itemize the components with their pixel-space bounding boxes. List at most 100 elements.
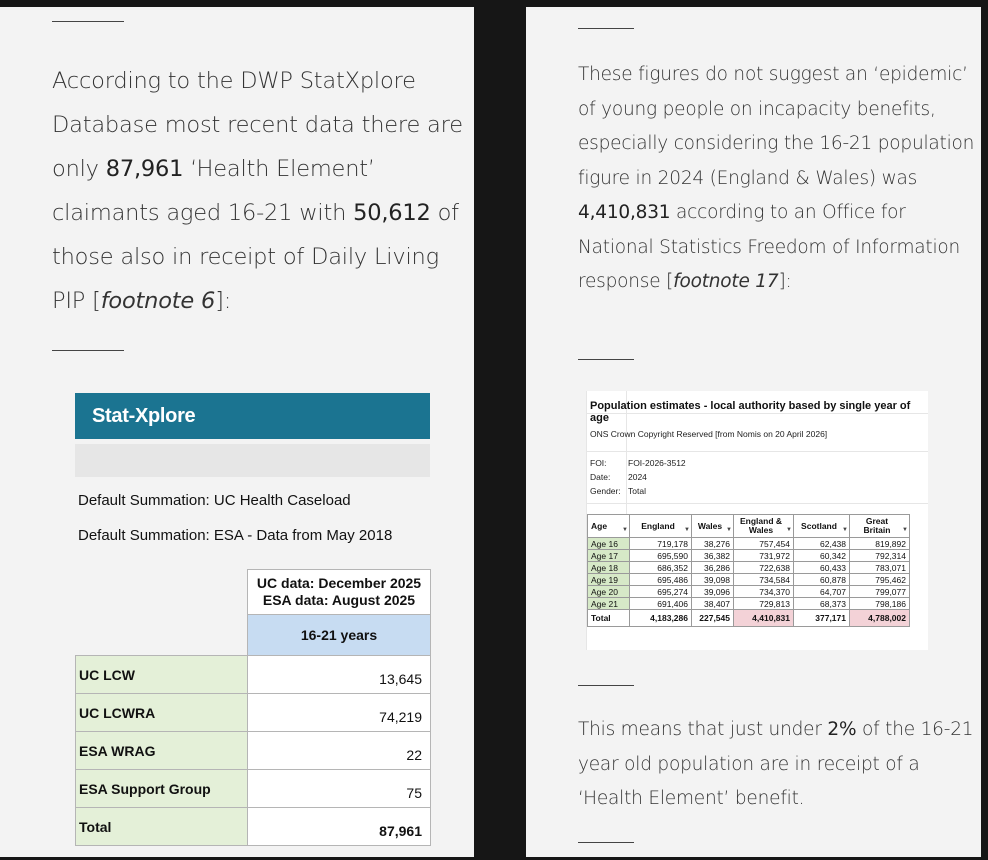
statxplore-logo: Stat-Xplore bbox=[75, 393, 430, 439]
cell: 798,186 bbox=[849, 597, 910, 610]
summation-uc: Default Summation: UC Health Caseload bbox=[78, 492, 351, 509]
cell: 64,707 bbox=[793, 585, 850, 598]
cell: 783,071 bbox=[849, 561, 910, 574]
total-value: 87,961 bbox=[247, 807, 431, 846]
text: ]: bbox=[215, 288, 232, 314]
cell: 695,274 bbox=[629, 585, 692, 598]
meta-gender: Gender: Total bbox=[590, 486, 646, 496]
cell: 695,590 bbox=[629, 549, 692, 562]
row-label: ESA Support Group bbox=[75, 769, 248, 808]
total-cell: 4,183,286 bbox=[629, 609, 692, 627]
cell: 36,382 bbox=[691, 549, 734, 562]
divider bbox=[578, 685, 634, 686]
table-row: Age 20 695,274 39,096 734,370 64,707 799… bbox=[587, 585, 910, 598]
text: of those also in receipt of Daily Living… bbox=[52, 200, 459, 314]
row-value: 22 bbox=[247, 731, 431, 770]
data-period-header: UC data: December 2025 ESA data: August … bbox=[247, 569, 431, 615]
age-cell: Age 18 bbox=[587, 561, 630, 574]
population-paragraph: These figures do not suggest an ‘epidemi… bbox=[578, 58, 978, 300]
footnote-link[interactable]: footnote 6 bbox=[100, 288, 216, 314]
header-england-wales[interactable]: England & Wales ▼ bbox=[733, 514, 794, 538]
total-cell-highlight: 4,410,831 bbox=[733, 609, 794, 627]
cell: 722,638 bbox=[733, 561, 794, 574]
sheet-copyright: ONS Crown Copyright Reserved [from Nomis… bbox=[590, 429, 828, 439]
header-great-britain[interactable]: Great Britain ▼ bbox=[849, 514, 910, 538]
cell: 691,406 bbox=[629, 597, 692, 610]
divider bbox=[52, 21, 124, 22]
row-value: 13,645 bbox=[247, 655, 431, 694]
cell: 36,286 bbox=[691, 561, 734, 574]
age-cell: Age 19 bbox=[587, 573, 630, 586]
statxplore-toolbar bbox=[75, 444, 430, 477]
age-cell: Age 21 bbox=[587, 597, 630, 610]
header-wales[interactable]: Wales ▼ bbox=[691, 514, 734, 538]
population-figure: 4,410,831 bbox=[578, 202, 671, 223]
row-label: ESA WRAG bbox=[75, 731, 248, 770]
header-scotland[interactable]: Scotland ▼ bbox=[793, 514, 850, 538]
cell: 734,584 bbox=[733, 573, 794, 586]
total-row: Total 4,183,286 227,545 4,410,831 377,17… bbox=[587, 609, 910, 627]
cell: 686,352 bbox=[629, 561, 692, 574]
cell: 795,462 bbox=[849, 573, 910, 586]
header-age[interactable]: Age ▼ bbox=[587, 514, 630, 538]
filter-icon: ▼ bbox=[786, 527, 792, 533]
uc-period: UC data: December 2025 bbox=[256, 575, 422, 591]
age-cell: Age 20 bbox=[587, 585, 630, 598]
sheet-title: Population estimates - local authority b… bbox=[590, 400, 911, 424]
footnote-link[interactable]: footnote 17 bbox=[673, 271, 779, 292]
total-label: Total bbox=[587, 609, 630, 627]
cell: 39,096 bbox=[691, 585, 734, 598]
ons-spreadsheet: Population estimates - local authority b… bbox=[586, 391, 928, 650]
table-row: Age 16 719,178 38,276 757,454 62,438 819… bbox=[587, 537, 910, 550]
row-label: UC LCWRA bbox=[75, 693, 248, 732]
text: ]: bbox=[778, 271, 792, 292]
cell: 799,077 bbox=[849, 585, 910, 598]
total-cell: 377,171 bbox=[793, 609, 850, 627]
table-row: Age 21 691,406 38,407 729,813 68,373 798… bbox=[587, 597, 910, 610]
row-value: 74,219 bbox=[247, 693, 431, 732]
divider bbox=[578, 359, 634, 360]
population-table: Age ▼ England ▼ Wales ▼ England & Wales ▼ Sc… bbox=[587, 514, 910, 627]
claimant-count: 87,961 bbox=[105, 156, 184, 182]
left-screenshot-panel: According to the DWP StatXplore Database… bbox=[0, 7, 474, 857]
cell: 38,276 bbox=[691, 537, 734, 550]
text: According to the DWP StatXplore Database… bbox=[52, 68, 463, 182]
header-england[interactable]: England ▼ bbox=[629, 514, 692, 538]
cell: 792,314 bbox=[849, 549, 910, 562]
cell: 734,370 bbox=[733, 585, 794, 598]
filter-icon: ▼ bbox=[622, 527, 628, 533]
text: This means that just under bbox=[578, 719, 828, 740]
total-cell: 227,545 bbox=[691, 609, 734, 627]
table-row: Age 17 695,590 36,382 731,972 60,342 792… bbox=[587, 549, 910, 562]
cell: 68,373 bbox=[793, 597, 850, 610]
cell: 60,342 bbox=[793, 549, 850, 562]
summation-esa: Default Summation: ESA - Data from May 2… bbox=[78, 527, 393, 544]
filter-icon: ▼ bbox=[684, 527, 690, 533]
cell: 819,892 bbox=[849, 537, 910, 550]
cell: 731,972 bbox=[733, 549, 794, 562]
divider bbox=[578, 842, 634, 843]
text: of the 16-21 year old population are in … bbox=[578, 719, 974, 809]
row-label: UC LCW bbox=[75, 655, 248, 694]
meta-date: Date: 2024 bbox=[590, 472, 647, 482]
cell: 60,433 bbox=[793, 561, 850, 574]
text: ‘Health Element’ claimants aged 16-21 wi… bbox=[52, 156, 375, 226]
statxplore-table: UC data: December 2025 ESA data: August … bbox=[75, 569, 431, 846]
cell: 60,878 bbox=[793, 573, 850, 586]
cell: 695,486 bbox=[629, 573, 692, 586]
divider bbox=[578, 28, 634, 29]
cell: 39,098 bbox=[691, 573, 734, 586]
filter-icon: ▼ bbox=[726, 527, 732, 533]
cell: 719,178 bbox=[629, 537, 692, 550]
intro-paragraph: According to the DWP StatXplore Database… bbox=[52, 59, 467, 323]
text: according to an Office for National Stat… bbox=[578, 202, 961, 292]
table-row: Age 18 686,352 36,286 722,638 60,433 783… bbox=[587, 561, 910, 574]
total-cell-highlight: 4,788,002 bbox=[849, 609, 910, 627]
divider bbox=[52, 350, 124, 351]
row-value: 75 bbox=[247, 769, 431, 808]
cell: 62,438 bbox=[793, 537, 850, 550]
cell: 757,454 bbox=[733, 537, 794, 550]
age-column-header: 16-21 years bbox=[247, 614, 431, 656]
cell: 38,407 bbox=[691, 597, 734, 610]
filter-icon: ▼ bbox=[902, 527, 908, 533]
